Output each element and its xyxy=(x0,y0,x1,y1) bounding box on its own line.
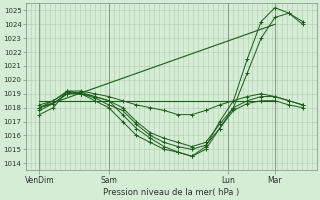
X-axis label: Pression niveau de la mer( hPa ): Pression niveau de la mer( hPa ) xyxy=(103,188,239,197)
